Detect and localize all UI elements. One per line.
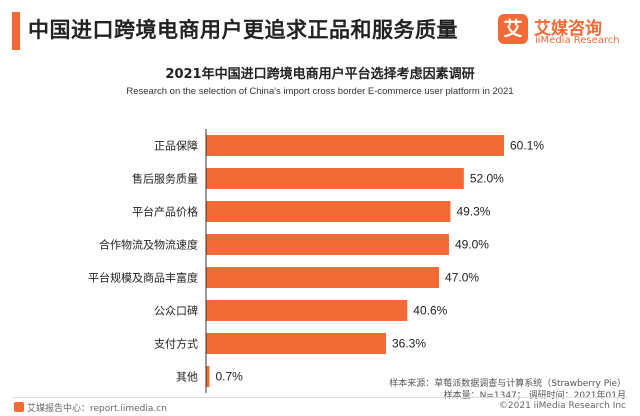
value-label: 36.3% <box>392 337 426 351</box>
bar <box>206 366 210 387</box>
category-label: 支付方式 <box>154 337 198 351</box>
brand-logo: 艾 艾媒咨询 iiMedia Research <box>498 12 632 52</box>
page-footer: 艾媒报告中心：report.iimedia.cn ©2021 iiMedia R… <box>0 397 640 416</box>
sample-source-note: 样本来源：草莓派数据调查与计算系统（Strawberry Pie） <box>389 379 626 389</box>
logo-name-cn: 艾媒咨询 <box>534 19 602 39</box>
logo-badge-icon: 艾 <box>498 14 528 44</box>
bar <box>206 267 440 288</box>
footer-divider <box>12 397 628 398</box>
bar <box>206 333 386 354</box>
value-label: 40.6% <box>413 304 447 318</box>
bar <box>206 201 451 222</box>
bar <box>206 135 504 156</box>
category-label: 其他 <box>176 371 198 384</box>
bar-chart: 正品保障 60.1% 售后服务质量 52.0% 平台产品价格 49.3% 合作物流及物流速度… <box>88 129 544 393</box>
chart-title: 2021年中国进口跨境电商用户平台选择考虑因素调研 <box>165 67 475 82</box>
chart-subtitle: Research on the selection of China's imp… <box>126 86 514 97</box>
value-label: 49.0% <box>455 238 489 252</box>
footer-copyright: ©2021 iiMedia Research Inc <box>498 401 626 411</box>
category-label: 平台规模及商品丰富度 <box>88 271 198 285</box>
value-label: 0.7% <box>215 370 243 384</box>
logo-name-en: iiMedia Research <box>535 35 620 46</box>
category-label: 平台产品价格 <box>132 205 198 219</box>
bar <box>206 168 464 189</box>
value-label: 52.0% <box>470 172 504 186</box>
category-label: 合作物流及物流速度 <box>99 238 198 252</box>
sample-size-note: 样本量：N=1347； 调研时间：2021年01月 <box>443 391 626 401</box>
page-headline: 中国进口跨境电商用户更追求正品和服务质量 <box>28 18 458 42</box>
footer-logo-icon <box>14 402 24 412</box>
footer-report-center: 艾媒报告中心：report.iimedia.cn <box>14 401 167 414</box>
category-label: 公众口碑 <box>154 305 198 318</box>
category-label: 售后服务质量 <box>132 172 198 186</box>
footer-left-text: 艾媒报告中心：report.iimedia.cn <box>27 404 167 414</box>
category-label: 正品保障 <box>154 139 198 153</box>
value-label: 47.0% <box>445 271 479 285</box>
bar <box>206 300 408 321</box>
header-accent-bar <box>12 12 20 50</box>
bar <box>206 234 449 255</box>
value-label: 49.3% <box>456 205 490 219</box>
value-label: 60.1% <box>510 139 544 153</box>
